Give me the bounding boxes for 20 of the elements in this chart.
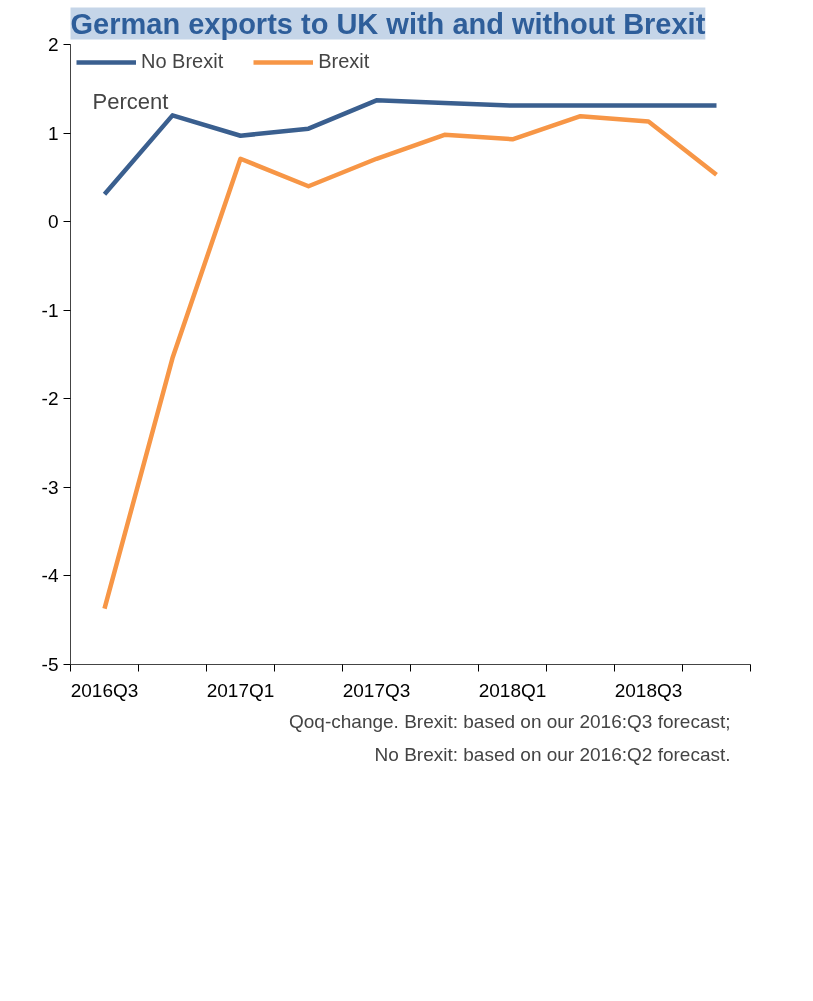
line-series bbox=[102, 113, 719, 611]
chart-title: German exports to UK with and without Brexit bbox=[70, 7, 706, 40]
y-tick-label: -3 bbox=[41, 476, 59, 498]
y-tick-label: 2 bbox=[47, 34, 59, 55]
x-tick-label: 2018Q1 bbox=[478, 679, 547, 701]
y-tick-label: 1 bbox=[47, 122, 59, 144]
legend-label: No Brexit bbox=[141, 50, 224, 73]
x-tick-label: 2018Q3 bbox=[614, 679, 683, 701]
x-tick-label: 2017Q3 bbox=[342, 679, 411, 701]
x-tick-label: 2016Q3 bbox=[70, 679, 139, 701]
y-tick-label: -1 bbox=[41, 299, 59, 321]
text: Qoq-change. Brexit: based on our 2016:Q3 forecast; bbox=[289, 710, 731, 732]
y-tick-label: -5 bbox=[41, 654, 59, 675]
y-axis-title: Percent bbox=[92, 88, 169, 114]
text: No Brexit: based on our 2016:Q2 forecast. bbox=[374, 743, 731, 765]
y-tick-label: -2 bbox=[41, 388, 59, 410]
y-tick-label: 0 bbox=[47, 211, 59, 233]
y-tick-label: -4 bbox=[41, 565, 59, 587]
x-tick-label: 2017Q1 bbox=[206, 679, 275, 701]
legend-label: Brexit bbox=[318, 50, 370, 73]
